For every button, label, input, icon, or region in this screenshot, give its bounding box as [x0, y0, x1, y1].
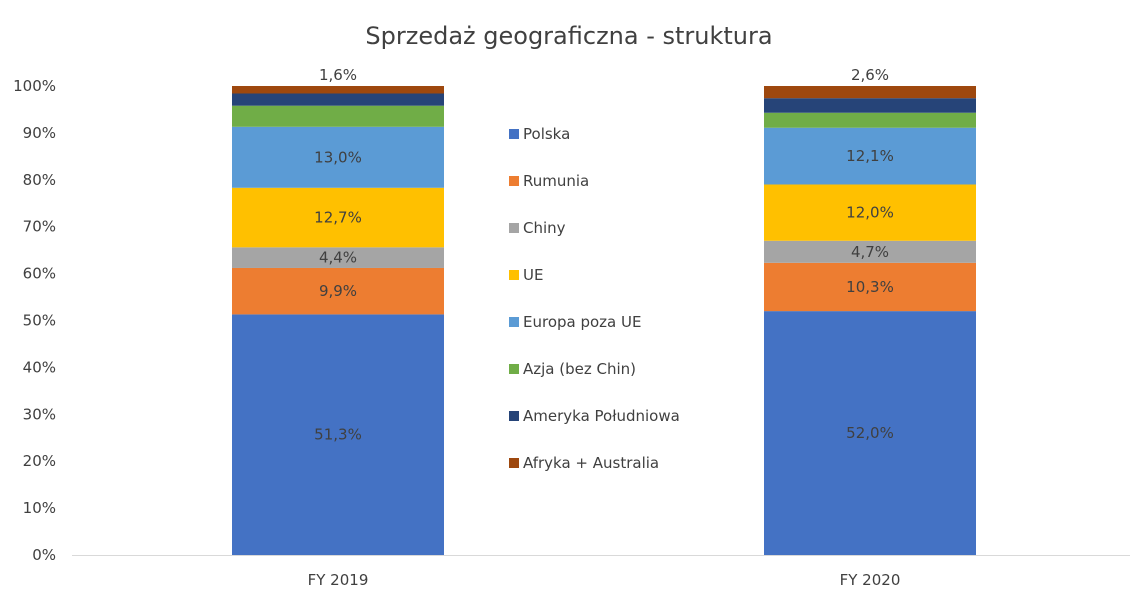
- legend: Polska Rumunia Chiny UE Europa poza UE Azja (…: [509, 125, 680, 472]
- y-tick-label: 30%: [23, 405, 56, 423]
- legend-swatch: [509, 364, 519, 374]
- x-tick-label: FY 2020: [840, 571, 901, 589]
- bar-segment: [232, 187, 444, 248]
- data-label: 12,1%: [846, 147, 894, 165]
- data-label: 51,3%: [314, 426, 362, 444]
- chart-title: Sprzedaż geograficzna - struktura: [365, 22, 772, 50]
- legend-swatch: [509, 411, 519, 421]
- y-tick-label: 60%: [23, 265, 56, 283]
- bar-segment: [232, 314, 444, 555]
- bar-segment: [764, 98, 976, 113]
- data-label: 12,7%: [314, 209, 362, 227]
- data-label: 2,6%: [851, 66, 889, 84]
- data-label: 1,6%: [319, 66, 357, 84]
- data-label: 13,0%: [314, 148, 362, 166]
- bar-segment: [764, 240, 976, 263]
- x-tick-label: FY 2019: [308, 571, 369, 589]
- bar-segment: [764, 311, 976, 555]
- data-label: 4,7%: [851, 243, 889, 261]
- bar-segment: [764, 262, 976, 312]
- legend-label: Azja (bez Chin): [523, 360, 636, 378]
- y-tick-label: 40%: [23, 358, 56, 376]
- legend-swatch: [509, 129, 519, 139]
- bar-segment: [232, 267, 444, 315]
- legend-swatch: [509, 270, 519, 280]
- legend-label: Rumunia: [523, 172, 589, 190]
- bar-segment: [764, 86, 976, 99]
- y-axis: 0% 10% 20% 30% 40% 50% 60% 70% 80% 90% 100%: [13, 77, 1130, 564]
- legend-label: Europa poza UE: [523, 313, 641, 331]
- bar-segment: [232, 105, 444, 127]
- bar-segment: [232, 247, 444, 268]
- data-label: 4,4%: [319, 249, 357, 267]
- legend-label: Polska: [523, 125, 570, 143]
- y-tick-label: 80%: [23, 171, 56, 189]
- x-axis: FY 2019 FY 2020: [308, 571, 901, 589]
- bar-segment: [232, 93, 444, 106]
- y-tick-label: 20%: [23, 452, 56, 470]
- y-tick-label: 90%: [23, 124, 56, 142]
- legend-label: Chiny: [523, 219, 566, 237]
- y-tick-label: 70%: [23, 218, 56, 236]
- data-label: 10,3%: [846, 278, 894, 296]
- data-labels: 51,3% 9,9% 4,4% 12,7% 13,0% 1,6% 52,0% 10,3% 4,7…: [314, 66, 894, 444]
- y-tick-label: 100%: [13, 77, 56, 95]
- bar-segment: [232, 126, 444, 188]
- data-label: 12,0%: [846, 204, 894, 222]
- legend-label: Afryka + Australia: [523, 454, 659, 472]
- legend-swatch: [509, 317, 519, 327]
- legend-label: Ameryka Południowa: [523, 407, 680, 425]
- legend-label: UE: [523, 266, 543, 284]
- legend-swatch: [509, 176, 519, 186]
- data-label: 9,9%: [319, 282, 357, 300]
- y-tick-label: 50%: [23, 312, 56, 330]
- legend-swatch: [509, 223, 519, 233]
- legend-swatch: [509, 458, 519, 468]
- bar-segment: [764, 127, 976, 185]
- data-label: 52,0%: [846, 424, 894, 442]
- bars: [232, 86, 976, 555]
- bar-segment: [232, 86, 444, 94]
- bar-segment: [764, 112, 976, 128]
- bar-segment: [764, 184, 976, 241]
- y-tick-label: 0%: [32, 546, 56, 564]
- y-tick-label: 10%: [23, 499, 56, 517]
